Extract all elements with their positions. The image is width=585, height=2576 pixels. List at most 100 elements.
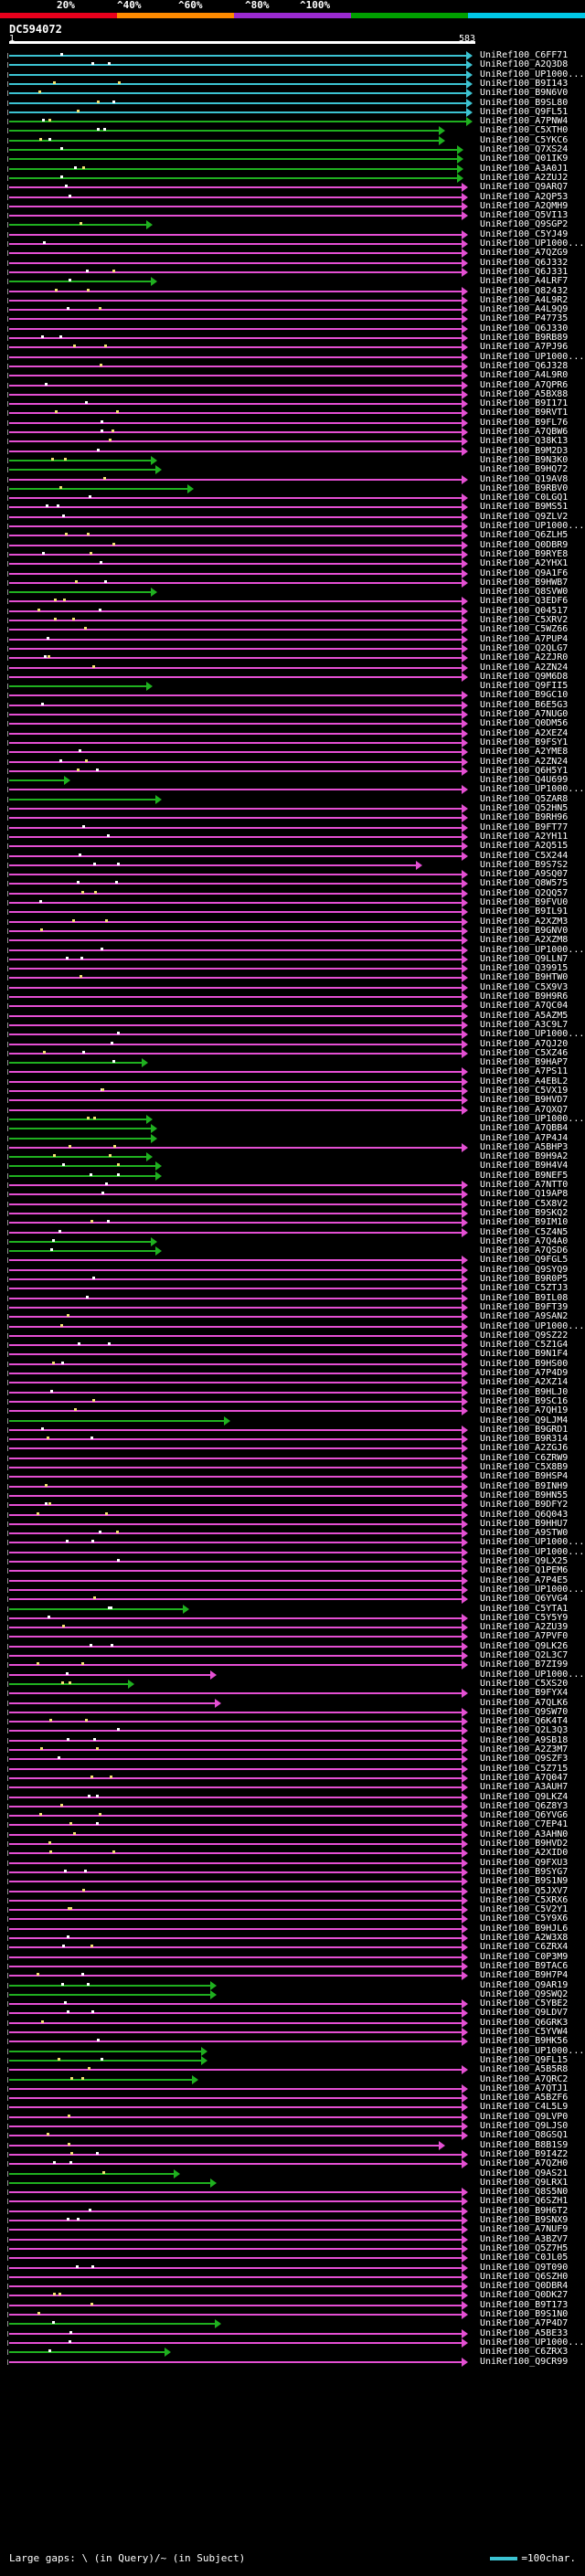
hit-row[interactable]: UniRef100_C6FF71 [0,50,585,60]
hit-row[interactable]: UniRef100_B9S1N0 [0,2309,585,2319]
hit-label[interactable]: UniRef100_Q6SZH0 [480,2271,569,2282]
hit-label[interactable]: UniRef100_C5Z1G4 [480,1340,569,1351]
hit-row[interactable]: UniRef100_UP1000... [0,1585,585,1595]
hit-row[interactable]: UniRef100_C5X9V3 [0,982,585,992]
hit-row[interactable]: UniRef100_Q38K13 [0,436,585,447]
hit-label[interactable]: UniRef100_A7Q4A0 [480,1235,569,1246]
hit-row[interactable]: UniRef100_A7NTT0 [0,1180,585,1190]
hit-label[interactable]: UniRef100_Q9SZ22 [480,1330,569,1341]
hit-label[interactable]: UniRef100_Q9ARQ7 [480,182,569,193]
hit-label[interactable]: UniRef100_A2YH11 [480,831,569,842]
hit-label[interactable]: UniRef100_Q0DM56 [480,718,569,729]
hit-row[interactable]: UniRef100_C5XS20 [0,1678,585,1689]
hit-label[interactable]: UniRef100_B9GRD1 [480,1424,569,1435]
hit-row[interactable]: UniRef100_C5Z715 [0,1763,585,1774]
hit-label[interactable]: UniRef100_B9FL76 [480,417,569,428]
hit-row[interactable]: UniRef100_B9I143 [0,79,585,89]
hit-label[interactable]: UniRef100_B9H9R6 [480,991,569,1002]
hit-row[interactable]: UniRef100_Q9M6D8 [0,672,585,682]
hit-label[interactable]: UniRef100_C5X244 [480,850,569,861]
hit-row[interactable]: UniRef100_UP1000... [0,239,585,249]
hit-row[interactable]: UniRef100_C5Y9X6 [0,1913,585,1924]
hit-label[interactable]: UniRef100_C5X8B9 [480,1462,569,1472]
hit-row[interactable]: UniRef100_C5XRV2 [0,615,585,625]
hit-label[interactable]: UniRef100_C0P3M9 [480,1951,569,1962]
hit-label[interactable]: UniRef100_A7PNW4 [480,116,569,127]
hit-row[interactable]: UniRef100_C0JL05 [0,2253,585,2263]
hit-row[interactable]: UniRef100_B9HVD7 [0,1095,585,1106]
hit-row[interactable]: UniRef100_Q4U699 [0,775,585,786]
hit-label[interactable]: UniRef100_A2ZN24 [480,662,569,673]
hit-label[interactable]: UniRef100_B9S7S2 [480,859,569,870]
hit-label[interactable]: UniRef100_C5YBE2 [480,1998,569,2009]
hit-label[interactable]: UniRef100_Q9LLN7 [480,953,569,964]
hit-label[interactable]: UniRef100_B9R0P5 [480,1274,569,1284]
hit-row[interactable]: UniRef100_Q5VI13 [0,210,585,221]
hit-row[interactable]: UniRef100_Q6Z8Y3 [0,1801,585,1811]
hit-row[interactable]: UniRef100_Q2L3C7 [0,1650,585,1660]
hit-row[interactable]: UniRef100_C5V2Y1 [0,1904,585,1915]
hit-row[interactable]: UniRef100_A7PS11 [0,1066,585,1077]
hit-row[interactable]: UniRef100_A7P4J4 [0,1133,585,1143]
hit-row[interactable]: UniRef100_A7P4E5 [0,1575,585,1585]
hit-row[interactable]: UniRef100_Q8SVW0 [0,587,585,598]
hit-label[interactable]: UniRef100_Q9FII5 [480,681,569,692]
hit-row[interactable]: UniRef100_A7PUP4 [0,634,585,644]
hit-label[interactable]: UniRef100_A2W3X8 [480,1933,569,1943]
hit-label[interactable]: UniRef100_UP1000... [480,1669,585,1680]
hit-row[interactable]: UniRef100_B9NEF5 [0,1171,585,1181]
hit-row[interactable]: UniRef100_Q9LJS0 [0,2121,585,2131]
hit-label[interactable]: UniRef100_A3AUH7 [480,1782,569,1793]
hit-label[interactable]: UniRef100_A9SB18 [480,1734,569,1745]
hit-label[interactable]: UniRef100_B9S1N9 [480,1876,569,1887]
hit-label[interactable]: UniRef100_C5Z715 [480,1763,569,1774]
hit-row[interactable]: UniRef100_A7PNW4 [0,116,585,127]
hit-row[interactable]: UniRef100_A7QC04 [0,1001,585,1012]
hit-label[interactable]: UniRef100_Q5ZAR8 [480,793,569,804]
hit-row[interactable]: UniRef100_C5VX19 [0,1086,585,1096]
hit-row[interactable]: UniRef100_Q0DK27 [0,2290,585,2301]
hit-row[interactable]: UniRef100_Q6J332 [0,258,585,268]
hit-label[interactable]: UniRef100_A2YME8 [480,747,569,758]
hit-label[interactable]: UniRef100_C5XTH0 [480,125,569,136]
hit-label[interactable]: UniRef100_B9SC16 [480,1395,569,1406]
hit-label[interactable]: UniRef100_Q6SZH1 [480,2196,569,2207]
hit-row[interactable]: UniRef100_C6ZRX4 [0,1942,585,1953]
hit-row[interactable]: UniRef100_C5WZ66 [0,624,585,635]
hit-label[interactable]: UniRef100_B9HHU7 [480,1518,569,1529]
hit-row[interactable]: UniRef100_A7PVF0 [0,1631,585,1642]
hit-label[interactable]: UniRef100_A3A0J1 [480,163,569,174]
hit-label[interactable]: UniRef100_B9HAP7 [480,1057,569,1068]
hit-label[interactable]: UniRef100_A7NUF9 [480,2224,569,2235]
hit-row[interactable]: UniRef100_B9HAP7 [0,1057,585,1068]
hit-row[interactable]: UniRef100_UP1000... [0,1547,585,1557]
hit-label[interactable]: UniRef100_UP1000... [480,1113,585,1124]
hit-row[interactable]: UniRef100_B9HN55 [0,1490,585,1500]
hit-row[interactable]: UniRef100_UP1000... [0,945,585,955]
hit-row[interactable]: UniRef100_Q9A1F6 [0,568,585,578]
hit-row[interactable]: UniRef100_B9SNX9 [0,2215,585,2225]
hit-label[interactable]: UniRef100_C5XS20 [480,1678,569,1689]
hit-row[interactable]: UniRef100_B9FYX4 [0,1688,585,1699]
hit-row[interactable]: UniRef100_A5BX88 [0,389,585,399]
hit-label[interactable]: UniRef100_C7EP41 [480,1819,569,1830]
hit-row[interactable]: UniRef100_Q19AV8 [0,474,585,484]
hit-label[interactable]: UniRef100_B9HK56 [480,2036,569,2047]
hit-row[interactable]: UniRef100_Q0DBR4 [0,2281,585,2292]
hit-row[interactable]: UniRef100_B7ZI99 [0,1659,585,1670]
hit-row[interactable]: UniRef100_C5YJ49 [0,229,585,239]
hit-label[interactable]: UniRef100_Q9LJS0 [480,2121,569,2131]
hit-label[interactable]: UniRef100_B9R314 [480,1434,569,1445]
hit-row[interactable]: UniRef100_A7QPR6 [0,380,585,390]
hit-label[interactable]: UniRef100_A7QTJ1 [480,2083,569,2094]
hit-label[interactable]: UniRef100_A2ZUJ2 [480,172,569,183]
hit-row[interactable]: UniRef100_Q7XS24 [0,144,585,154]
hit-label[interactable]: UniRef100_A7QLK6 [480,1697,569,1708]
hit-label[interactable]: UniRef100_Q8S5N0 [480,2187,569,2198]
hit-row[interactable]: UniRef100_UP1000... [0,2337,585,2348]
hit-row[interactable]: UniRef100_A2ZN24 [0,757,585,767]
hit-row[interactable]: UniRef100_B9N6V0 [0,88,585,99]
hit-row[interactable]: UniRef100_Q04517 [0,606,585,616]
hit-row[interactable]: UniRef100_B9HWB7 [0,578,585,588]
hit-label[interactable]: UniRef100_A2XID0 [480,1848,569,1859]
